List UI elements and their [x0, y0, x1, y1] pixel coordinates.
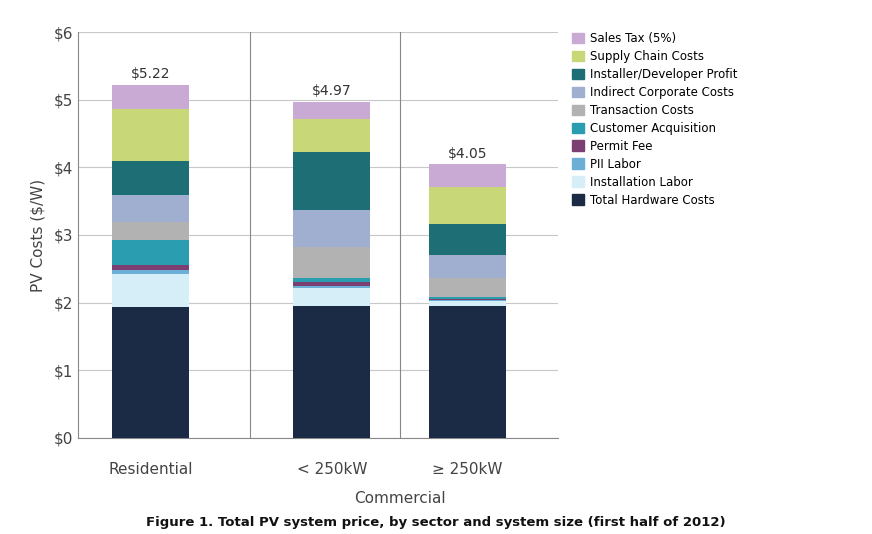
Bar — [293, 288, 371, 306]
Text: $4.97: $4.97 — [312, 84, 351, 98]
Bar — [112, 240, 189, 265]
Bar — [112, 270, 189, 273]
Bar — [112, 273, 189, 308]
Text: Residential: Residential — [109, 462, 193, 477]
Legend: Sales Tax (5%), Supply Chain Costs, Installer/Developer Profit, Indirect Corpora: Sales Tax (5%), Supply Chain Costs, Inst… — [572, 32, 738, 207]
Text: < 250kW: < 250kW — [296, 462, 367, 477]
Bar — [112, 308, 189, 438]
Bar — [293, 152, 371, 210]
Bar — [112, 109, 189, 161]
Bar — [112, 85, 189, 109]
Bar — [429, 301, 506, 306]
Bar — [429, 255, 506, 278]
Bar — [112, 265, 189, 270]
Bar — [429, 300, 506, 301]
Bar — [112, 222, 189, 240]
Bar — [429, 306, 506, 438]
Bar — [293, 282, 371, 286]
Text: $4.05: $4.05 — [448, 146, 487, 161]
Bar — [429, 224, 506, 255]
Text: Commercial: Commercial — [354, 491, 446, 506]
Bar — [293, 210, 371, 247]
Bar — [429, 299, 506, 300]
Bar — [429, 297, 506, 299]
Y-axis label: PV Costs ($/W): PV Costs ($/W) — [31, 178, 46, 292]
Bar — [293, 119, 371, 152]
Bar — [429, 187, 506, 224]
Text: $5.22: $5.22 — [131, 67, 171, 81]
Text: Figure 1. Total PV system price, by sector and system size (first half of 2012): Figure 1. Total PV system price, by sect… — [146, 516, 726, 529]
Bar — [293, 247, 371, 278]
Bar — [429, 278, 506, 297]
Bar — [293, 306, 371, 438]
Bar — [293, 286, 371, 288]
Bar — [293, 101, 371, 119]
Bar — [112, 161, 189, 195]
Bar — [112, 195, 189, 222]
Bar — [293, 278, 371, 282]
Bar — [429, 164, 506, 187]
Text: ≥ 250kW: ≥ 250kW — [433, 462, 503, 477]
